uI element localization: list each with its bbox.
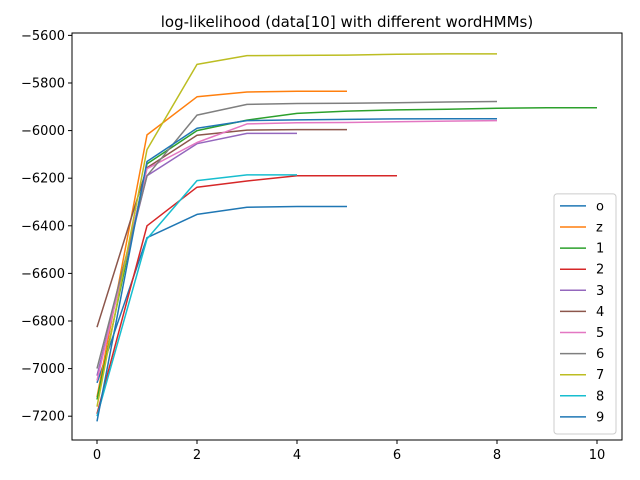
x-tick-label: 8 (493, 448, 501, 463)
y-tick-label: −5800 (21, 76, 65, 91)
series-lines (96, 53, 597, 422)
series-line-6 (96, 100, 498, 369)
legend-label-z: z (596, 221, 603, 236)
y-tick-label: −6200 (21, 172, 65, 187)
legend-label-3: 3 (596, 284, 604, 299)
y-tick-label: −6000 (21, 124, 65, 139)
x-tick-label: 4 (293, 448, 301, 463)
series-line-z (96, 90, 347, 398)
y-axis: −5600 −5800 −6000 −6200 −6400 −6600 −6800 −7000… (21, 29, 72, 425)
legend-label-6: 6 (596, 347, 604, 362)
legend-label-9: 9 (596, 410, 604, 425)
legend-label-8: 8 (596, 389, 604, 404)
series-line-8 (96, 174, 297, 417)
x-tick-label: 10 (589, 448, 606, 463)
legend-label-5: 5 (596, 326, 604, 341)
y-tick-label: −7000 (21, 362, 65, 377)
y-tick-label: −6400 (21, 219, 65, 234)
chart-title: log-likelihood (data[10] with different … (161, 13, 533, 31)
legend: oz 1 2 3 4 5 6 7 8 9 (553, 193, 617, 435)
series-line-1 (96, 106, 597, 400)
series-line-o (96, 205, 347, 384)
series-line-2 (96, 175, 397, 414)
x-tick-label: 2 (193, 448, 201, 463)
series-line-9 (96, 117, 497, 422)
y-tick-label: −5600 (21, 29, 65, 44)
series-line-7 (96, 53, 497, 407)
y-tick-label: −7200 (21, 410, 65, 425)
legend-label-7: 7 (596, 368, 604, 383)
legend-label-1: 1 (596, 242, 604, 257)
legend-label-2: 2 (596, 263, 604, 278)
x-tick-label: 0 (93, 448, 101, 463)
x-tick-label: 6 (393, 448, 401, 463)
legend-label-o: o (596, 199, 604, 214)
x-axis: 0 2 4 6 8 10 (93, 440, 605, 463)
plot-area (71, 32, 623, 441)
y-tick-label: −6800 (21, 314, 65, 329)
legend-box (553, 193, 617, 435)
legend-label-4: 4 (596, 305, 604, 320)
y-tick-label: −6600 (21, 267, 65, 282)
series-line-5 (96, 119, 498, 381)
